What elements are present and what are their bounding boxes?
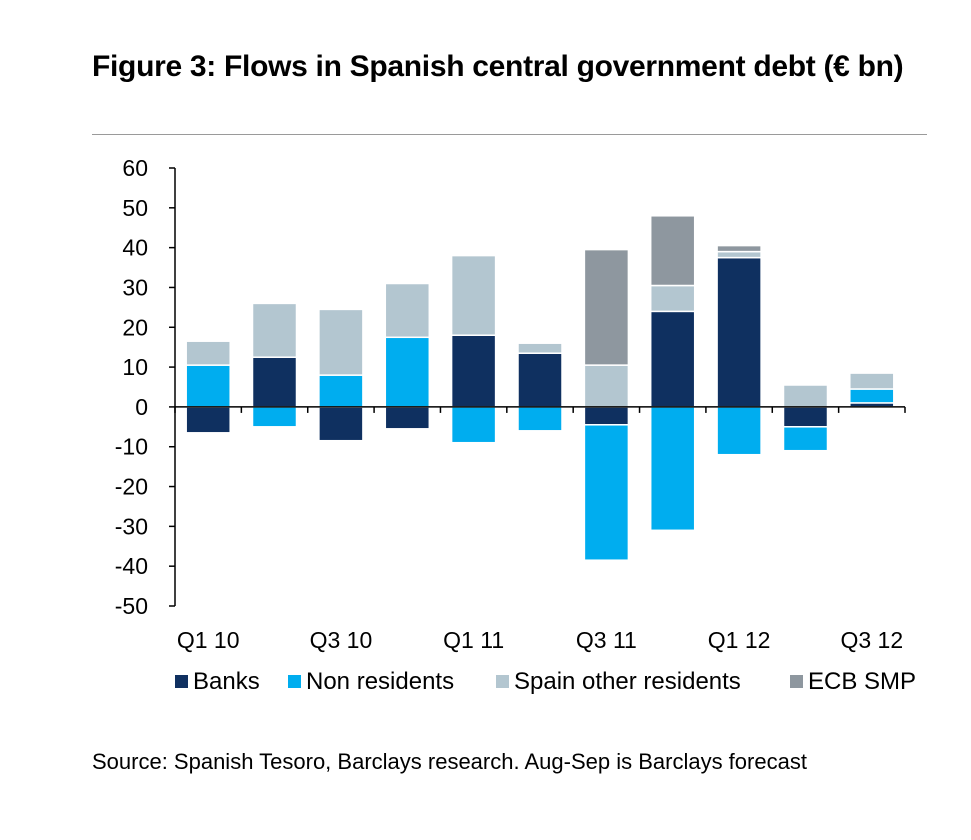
bar-non-residents-q3-11 bbox=[583, 424, 630, 561]
legend-swatch-ecb-smp bbox=[790, 675, 803, 688]
bar-spain-other-residents-q3-10 bbox=[318, 308, 364, 376]
y-tick-label: 40 bbox=[122, 235, 148, 261]
bar-ecb-smp-q3-11 bbox=[583, 248, 630, 366]
x-tick-label: Q3 12 bbox=[840, 627, 903, 653]
bar-banks-q2-11 bbox=[517, 352, 563, 408]
y-tick-label: 20 bbox=[122, 314, 148, 340]
y-tick-label: 60 bbox=[122, 155, 148, 181]
x-tick-label: Q3 11 bbox=[576, 627, 637, 653]
bar-non-residents-q1-11 bbox=[450, 406, 497, 444]
bar-banks-q4-10 bbox=[384, 406, 431, 430]
bar-ecb-smp-q1-12 bbox=[716, 244, 762, 253]
bar-non-residents-q2-10 bbox=[251, 406, 298, 428]
y-tick-label: 10 bbox=[122, 354, 148, 380]
y-tick-label: -40 bbox=[115, 553, 148, 579]
legend-swatch-spain-other-residents bbox=[496, 675, 509, 688]
bar-spain-other-residents-q3-12 bbox=[849, 372, 895, 390]
bar-non-residents-q1-10 bbox=[185, 364, 231, 408]
legend-swatch-banks bbox=[175, 675, 188, 688]
bar-banks-q3-10 bbox=[318, 406, 364, 442]
y-tick-label: -30 bbox=[115, 513, 148, 539]
bar-spain-other-residents-q3-11 bbox=[583, 364, 630, 408]
x-tick-label: Q1 11 bbox=[443, 627, 504, 653]
bar-spain-other-residents-q1-12 bbox=[716, 250, 762, 259]
bar-non-residents-q2-11 bbox=[517, 406, 563, 432]
y-tick-label: 50 bbox=[122, 195, 148, 221]
x-tick-label: Q1 12 bbox=[708, 627, 771, 653]
stacked-bar-chart: 60 50 40 30 20 10 0 -10 -20 -30 -40 -50 Q1 10 Q3 10 Q1… bbox=[115, 155, 916, 695]
title-divider bbox=[92, 134, 927, 135]
x-tick-label: Q3 10 bbox=[310, 627, 373, 653]
x-tick-label: Q1 10 bbox=[177, 627, 240, 653]
bar-spain-other-residents-q1-10 bbox=[185, 340, 231, 366]
y-tick-label: -10 bbox=[115, 434, 148, 460]
bar-banks-q3-11 bbox=[583, 406, 630, 426]
bar-spain-other-residents-q2-12 bbox=[782, 384, 829, 408]
bar-banks-q4-11 bbox=[649, 310, 696, 408]
bar-spain-other-residents-q2-11 bbox=[517, 342, 563, 354]
bar-spain-other-residents-q1-11 bbox=[450, 254, 497, 336]
legend-label-spain-other-residents: Spain other residents bbox=[514, 668, 741, 695]
bar-spain-other-residents-q2-10 bbox=[251, 302, 298, 358]
chart-title: Figure 3: Flows in Spanish central gover… bbox=[92, 50, 904, 83]
bar-ecb-smp-q4-11 bbox=[649, 215, 696, 287]
bar-banks-q2-10 bbox=[251, 356, 298, 408]
bar-non-residents-q3-12 bbox=[849, 388, 895, 404]
y-tick-label: -20 bbox=[115, 474, 148, 500]
bar-banks-q2-12 bbox=[782, 406, 829, 428]
y-tick-label: 30 bbox=[122, 274, 148, 300]
bar-spain-other-residents-q4-11 bbox=[649, 284, 696, 313]
legend-label-banks: Banks bbox=[193, 668, 260, 695]
bar-spain-other-residents-q4-10 bbox=[384, 282, 431, 339]
bar-non-residents-q4-10 bbox=[384, 336, 431, 408]
legend-label-ecb-smp: ECB SMP bbox=[808, 668, 916, 695]
bar-banks-q1-12 bbox=[716, 256, 762, 408]
bar-banks-q1-10 bbox=[185, 406, 231, 434]
bar-non-residents-q1-12 bbox=[716, 406, 762, 456]
legend-swatch-non-residents bbox=[288, 675, 301, 688]
source-note: Source: Spanish Tesoro, Barclays researc… bbox=[92, 749, 807, 774]
bar-banks-q1-11 bbox=[450, 334, 497, 408]
y-tick-label: -50 bbox=[115, 593, 148, 619]
bar-non-residents-q2-12 bbox=[782, 426, 829, 452]
bar-non-residents-q4-11 bbox=[649, 406, 696, 532]
bar-non-residents-q3-10 bbox=[318, 374, 364, 408]
y-tick-label: 0 bbox=[135, 394, 148, 420]
legend-label-non-residents: Non residents bbox=[306, 668, 454, 695]
